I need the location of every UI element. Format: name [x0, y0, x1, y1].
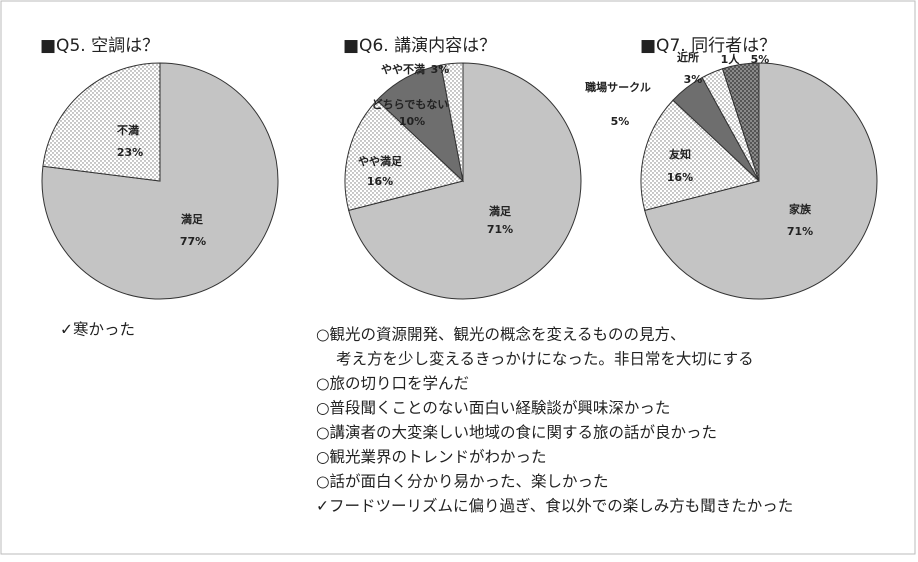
- pie-slice: [721, 62, 760, 182]
- slice-label: やや不満: [381, 62, 425, 76]
- pie-slice: [344, 99, 465, 211]
- comment: ○観光業界のトレンドがわかった: [316, 448, 547, 466]
- slice-label: やや満足: [358, 154, 403, 168]
- slice-value-label: 71%: [487, 223, 513, 236]
- slice-label: 近所: [677, 50, 699, 64]
- slice-label: 家族: [789, 202, 812, 216]
- slice-value-label: 3%: [684, 73, 703, 86]
- comment: 考え方を少し変えるきっかけになった。非日常を大切にする: [336, 350, 754, 368]
- slice-value-label: 3%: [431, 63, 450, 76]
- slice-label: 満足: [181, 212, 204, 226]
- comment: ✓フードツーリズムに偏り過ぎ、食以外での楽しみ方も聞きたかった: [316, 497, 793, 515]
- slice-value-label: 16%: [367, 175, 393, 188]
- slice-value-label: 5%: [611, 115, 630, 128]
- chart-title: ■Q7. 同行者は？: [640, 36, 776, 56]
- comment: ○普段聞くことのない面白い経験談が興味深かった: [316, 399, 670, 417]
- pie-slice: [348, 62, 582, 300]
- slice-value-label: 71%: [787, 225, 813, 238]
- slice-label: どちらでもない: [372, 98, 449, 111]
- slice-value-label: 16%: [667, 171, 693, 184]
- chart-title: ■Q6. 講演内容は？: [343, 36, 496, 56]
- comment: ○旅の切り口を学んだ: [316, 375, 469, 393]
- slice-label: 満足: [489, 204, 512, 218]
- slice-value-label: 10%: [399, 115, 425, 128]
- comment: ○話が面白く分かり易かった、楽しかった: [316, 473, 609, 491]
- slice-label: 不満: [117, 123, 139, 137]
- slice-value-label: 77%: [180, 235, 206, 248]
- chart-title: ■Q5. 空調は？: [40, 36, 159, 56]
- slice-label: 友知: [669, 147, 691, 161]
- pie-slice: [440, 62, 464, 182]
- slice-label: 職場サークル: [585, 80, 651, 94]
- slice-value-label: 23%: [117, 146, 143, 159]
- pie-slice: [640, 99, 761, 211]
- comment: ○講演者の大変楽しい地域の食に関する旅の話が良かった: [316, 424, 717, 442]
- comment: ✓寒かった: [60, 320, 135, 339]
- pie-slice: [644, 62, 878, 300]
- slice-label: 1人: [721, 52, 741, 66]
- pie-slice: [42, 62, 161, 182]
- pie-slice: [376, 64, 464, 183]
- slice-value-label: 5%: [751, 53, 770, 66]
- comment: ○観光の資源開発、観光の概念を変えるものの見方、: [316, 325, 686, 344]
